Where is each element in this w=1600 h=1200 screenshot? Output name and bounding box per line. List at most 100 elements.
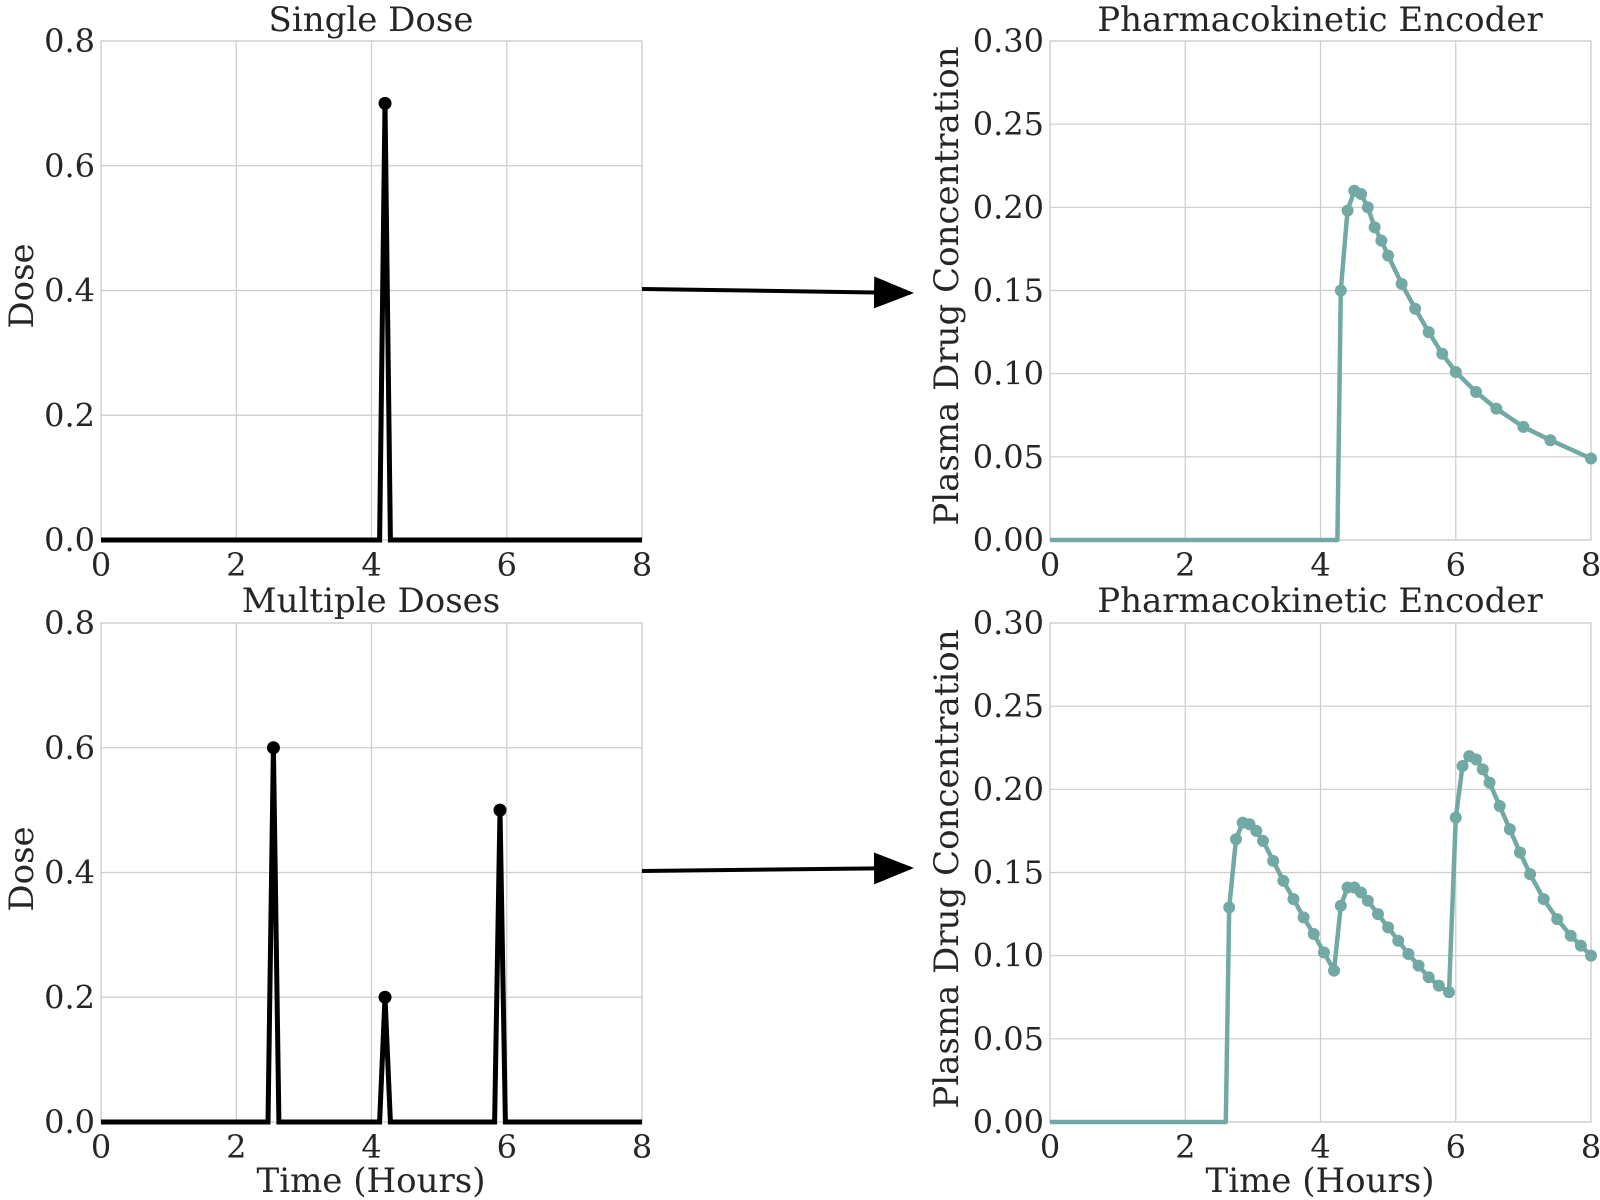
x-tick-label: 0 xyxy=(1040,546,1060,584)
concentration-marker xyxy=(1334,899,1347,912)
concentration-marker xyxy=(1368,221,1381,234)
concentration-marker xyxy=(1250,824,1263,837)
concentration-marker xyxy=(1503,823,1516,836)
x-tick-label: 2 xyxy=(1175,546,1195,584)
multiple-doses-encoder-panel: Pharmacokinetic Encoder Plasma Drug Conc… xyxy=(927,581,1600,1200)
x-tick-label: 4 xyxy=(361,1128,381,1166)
y-tick-label: 0.0 xyxy=(44,521,95,559)
y-tick-label: 0.00 xyxy=(973,1103,1044,1141)
x-axis-label: Time (Hours) xyxy=(257,1161,486,1200)
x-tick-label: 4 xyxy=(1310,546,1330,584)
concentration-marker xyxy=(1355,886,1368,899)
y-tick-label: 0.00 xyxy=(973,521,1044,559)
x-tick-label: 8 xyxy=(632,546,652,584)
concentration-marker xyxy=(1334,284,1347,297)
concentration-marker xyxy=(1449,811,1462,824)
concentration-marker xyxy=(1422,971,1435,984)
concentration-marker xyxy=(1307,928,1320,941)
concentration-marker xyxy=(1409,302,1422,315)
concentration-marker xyxy=(1564,929,1577,942)
y-tick-label: 0.4 xyxy=(44,272,95,310)
concentration-marker xyxy=(1493,799,1506,812)
arrows xyxy=(641,276,914,885)
concentration-marker xyxy=(1375,234,1388,247)
concentration-marker xyxy=(1392,934,1405,947)
concentration-marker xyxy=(1517,420,1530,433)
y-tick-label: 0.0 xyxy=(44,1103,95,1141)
concentration-marker xyxy=(1361,201,1374,214)
concentration-marker xyxy=(1513,846,1526,859)
x-tick-label: 4 xyxy=(1310,1128,1330,1166)
x-tick-label: 0 xyxy=(91,1128,111,1166)
concentration-marker xyxy=(1402,948,1415,961)
panel-title: Multiple Doses xyxy=(242,581,500,621)
y-tick-label: 0.25 xyxy=(973,687,1044,725)
y-tick-label: 0.10 xyxy=(973,937,1044,975)
concentration-marker xyxy=(1449,366,1462,379)
y-tick-label: 0.4 xyxy=(44,854,95,892)
concentration-marker xyxy=(1355,188,1368,201)
y-axis-label: Plasma Drug Concentration xyxy=(927,46,967,525)
concentration-marker xyxy=(1436,347,1449,360)
y-tick-label: 0.6 xyxy=(44,147,95,185)
x-tick-label: 2 xyxy=(1175,1128,1195,1166)
y-tick-label: 0.25 xyxy=(973,105,1044,143)
concentration-marker xyxy=(1585,452,1597,465)
plot-frame xyxy=(1049,622,1592,1123)
x-tick-label: 6 xyxy=(1446,1128,1466,1166)
concentration-marker xyxy=(1490,402,1503,415)
y-tick-label: 0.30 xyxy=(973,22,1044,60)
multiple-doses-panel: Multiple Doses Dose Time (Hours) 0 2 4 6 8 0.… xyxy=(2,581,652,1200)
y-tick-label: 0.2 xyxy=(44,978,95,1016)
x-tick-label: 2 xyxy=(226,1128,246,1166)
y-axis-label: Dose xyxy=(2,243,42,328)
y-tick-label: 0.05 xyxy=(973,1020,1044,1058)
single-dose-encoder-panel: Pharmacokinetic Encoder Plasma Drug Conc… xyxy=(927,0,1600,584)
y-axis-label: Dose xyxy=(2,826,42,911)
concentration-marker xyxy=(1422,326,1435,339)
panel-title: Pharmacokinetic Encoder xyxy=(1097,0,1543,40)
concentration-marker xyxy=(1328,964,1341,977)
x-tick-label: 8 xyxy=(1581,546,1600,584)
grid xyxy=(1049,40,1592,541)
concentration-marker xyxy=(1277,874,1290,887)
concentration-marker xyxy=(1470,385,1483,398)
x-tick-label: 6 xyxy=(497,1128,517,1166)
concentration-marker xyxy=(1267,854,1280,867)
grid xyxy=(100,40,643,541)
x-tick-label: 2 xyxy=(226,546,246,584)
concentration-marker xyxy=(1432,979,1445,992)
concentration-marker xyxy=(1574,939,1587,952)
y-tick-label: 0.20 xyxy=(973,188,1044,226)
x-tick-label: 4 xyxy=(361,546,381,584)
concentration-marker xyxy=(1371,908,1384,921)
concentration-marker xyxy=(1395,277,1408,290)
concentration-marker xyxy=(1483,776,1496,789)
arrow-bottom xyxy=(641,852,914,885)
panel-title: Pharmacokinetic Encoder xyxy=(1097,581,1543,621)
y-tick-label: 0.30 xyxy=(973,604,1044,642)
concentration-marker xyxy=(1297,911,1310,924)
dose-marker xyxy=(378,96,392,110)
y-tick-label: 0.05 xyxy=(973,438,1044,476)
x-tick-label: 0 xyxy=(91,546,111,584)
y-tick-label: 0.2 xyxy=(44,396,95,434)
grid xyxy=(100,622,643,1123)
x-tick-label: 8 xyxy=(1581,1128,1600,1166)
concentration-marker xyxy=(1544,434,1557,447)
y-tick-label: 0.8 xyxy=(44,604,95,642)
y-tick-label: 0.10 xyxy=(973,355,1044,393)
concentration-marker xyxy=(1382,921,1395,934)
concentration-marker xyxy=(1456,760,1469,773)
concentration-marker xyxy=(1229,833,1242,846)
y-tick-label: 0.8 xyxy=(44,22,95,60)
grid xyxy=(1049,622,1592,1123)
concentration-marker xyxy=(1551,913,1564,926)
concentration-marker xyxy=(1382,249,1395,262)
concentration-marker xyxy=(1341,204,1354,217)
single-dose-panel: Single Dose Dose 0 2 4 6 8 0.0 0.2 0.4 0.6 0.8 xyxy=(2,0,652,584)
concentration-marker xyxy=(1442,986,1455,999)
y-tick-label: 0.6 xyxy=(44,729,95,767)
dose-marker xyxy=(266,741,280,755)
